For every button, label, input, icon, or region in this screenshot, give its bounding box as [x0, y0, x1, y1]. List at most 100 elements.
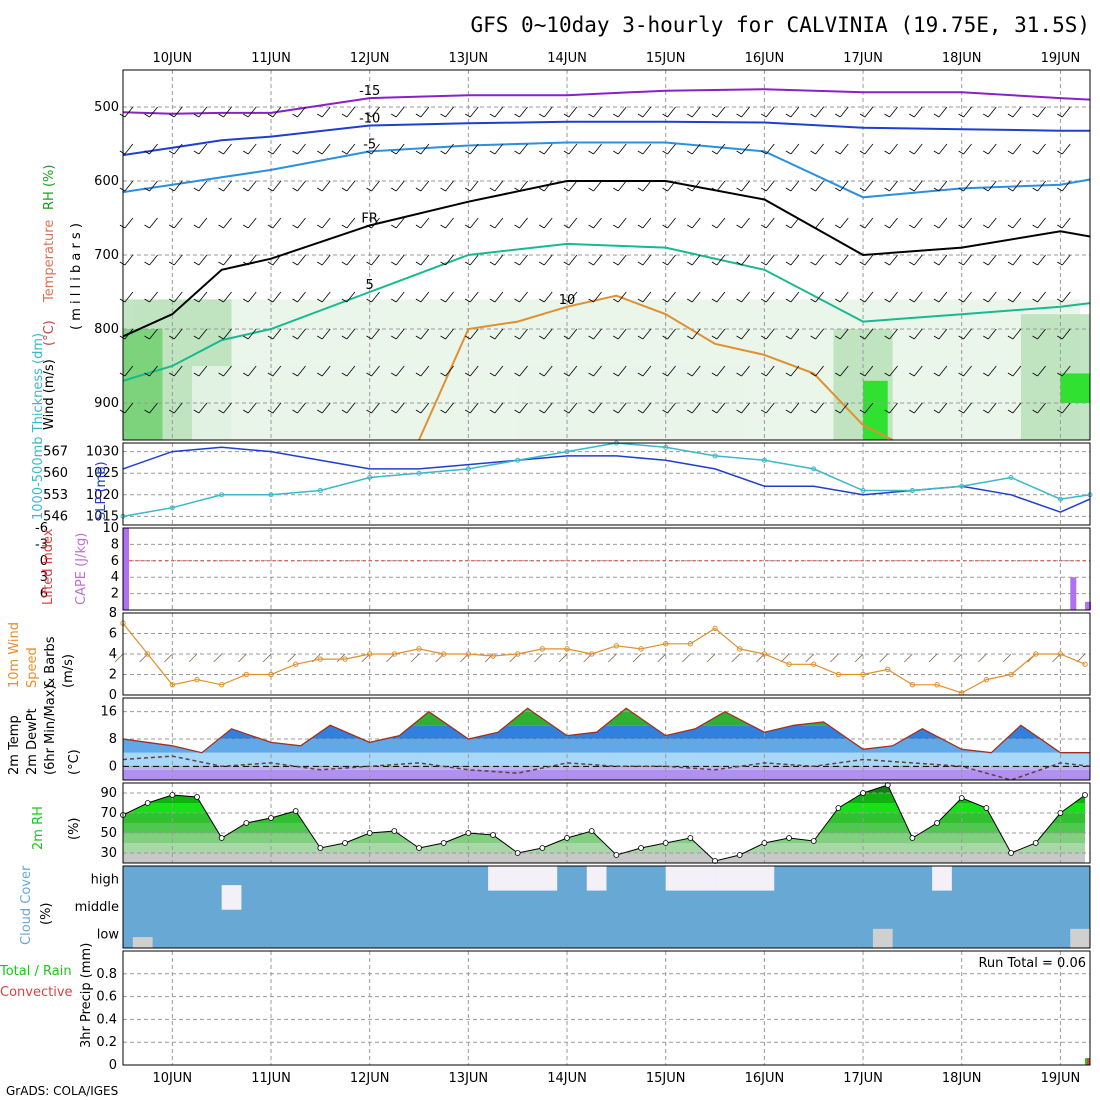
wind-barb [371, 143, 380, 155]
wind-barb-flag [514, 187, 520, 192]
wind-barb-flag [267, 150, 274, 155]
rh-band [123, 853, 1086, 863]
series-marker [1082, 792, 1088, 798]
wind-barb [469, 106, 479, 118]
wind-barb-flag [835, 409, 841, 414]
wind-barb-flag [761, 113, 767, 118]
series-marker [219, 492, 225, 498]
wind-barb [691, 291, 701, 303]
wind-barb-flag [391, 261, 397, 266]
wind-barb-flag [168, 261, 175, 266]
wind-barb-flag [168, 113, 175, 118]
wind-barb-flag [563, 335, 570, 340]
wind-barb-flag [711, 298, 718, 303]
wind-barb-flag [168, 187, 175, 192]
wind-barb [543, 291, 553, 303]
y-tick-label: 8 [109, 732, 117, 747]
y-tick-label: 0 [109, 688, 117, 703]
wind-barb [321, 143, 331, 155]
wind-barb-flag [983, 187, 989, 192]
wind-barb [272, 291, 282, 303]
wind-barb [420, 254, 430, 266]
wind-barb-flag [539, 150, 545, 155]
wind-barb [963, 217, 972, 229]
wind-barb-flag [1057, 187, 1063, 192]
wind-barb [198, 365, 208, 377]
wind-barb [608, 653, 617, 663]
wind-barb-flag [489, 372, 496, 377]
wind-barb-flag [933, 298, 940, 303]
wind-barb [706, 653, 716, 663]
series-marker [1057, 651, 1064, 657]
wind-barb [657, 653, 666, 663]
wind-barb-flag [415, 335, 422, 340]
wind-barb-flag [391, 113, 397, 118]
wind-barb [297, 143, 306, 155]
wind-barb [247, 143, 257, 155]
cloud-block [1070, 928, 1090, 948]
wind-barb-flag [514, 224, 520, 229]
wind-barb [395, 402, 405, 414]
wind-barb-flag [317, 187, 323, 192]
wind-barb [963, 254, 972, 266]
wind-barb [741, 291, 750, 303]
wind-barb [420, 365, 430, 377]
wind-barb [247, 180, 257, 192]
wind-barb-flag [884, 261, 890, 266]
wind-barb [124, 402, 134, 414]
wind-barb [963, 180, 972, 192]
wind-barb-flag [736, 261, 742, 266]
wind-barb-flag [218, 187, 224, 192]
y-tick-label: 0.2 [96, 1035, 117, 1050]
series-marker [761, 457, 767, 463]
wind-barb-flag [662, 372, 668, 377]
wind-barb-flag [440, 372, 446, 377]
wind-barb [198, 291, 208, 303]
wind-barb [568, 402, 578, 414]
wind-barb-flag [1007, 372, 1014, 377]
wind-barb [272, 217, 282, 229]
y-axis-label: (m/s) [61, 654, 76, 688]
wind-barb-flag [909, 409, 915, 414]
y-axis-label: RH (%) [42, 165, 57, 210]
wind-barb-flag [267, 409, 274, 414]
wind-barb-flag [317, 261, 323, 266]
wind-barb-flag [292, 335, 298, 340]
wind-barb-flag [415, 298, 422, 303]
wind-barb [321, 217, 331, 229]
y-tick-label: 4 [109, 647, 117, 662]
wind-barb-flag [761, 298, 767, 303]
y-tick-label: 0.8 [96, 967, 117, 982]
contour-label: -15 [359, 84, 380, 99]
wind-barb-flag [588, 261, 594, 266]
wind-barb-flag [341, 113, 348, 118]
legend-total-rain: Total / Rain [0, 964, 72, 979]
series-marker [317, 656, 324, 662]
wind-barb-flag [662, 261, 668, 266]
wind-barb [1061, 328, 1071, 340]
series-marker [761, 651, 768, 657]
y-tick-label: 0.4 [96, 1012, 117, 1027]
wind-barb-flag [983, 113, 989, 118]
wind-barb [395, 291, 405, 303]
series-marker [391, 651, 398, 657]
y-tick-label: 50 [100, 826, 117, 841]
wind-barb-flag [1057, 261, 1063, 266]
wind-barb-flag [243, 335, 249, 340]
wind-barb [889, 291, 898, 303]
wind-barb [593, 402, 602, 414]
x-tick-label-top: 14JUN [547, 51, 587, 66]
wind-barb [445, 143, 454, 155]
wind-barb [321, 402, 331, 414]
wind-barb [913, 254, 923, 266]
wind-barb-flag [489, 150, 496, 155]
wind-barb-flag [440, 150, 446, 155]
wind-barb [864, 291, 874, 303]
series-marker [268, 815, 274, 821]
wind-barb [272, 180, 282, 192]
wind-barb-flag [465, 298, 471, 303]
wind-barb-flag [909, 298, 915, 303]
series-marker [1032, 840, 1039, 846]
wind-barb-flag [563, 150, 570, 155]
wind-barb-flag [243, 298, 249, 303]
